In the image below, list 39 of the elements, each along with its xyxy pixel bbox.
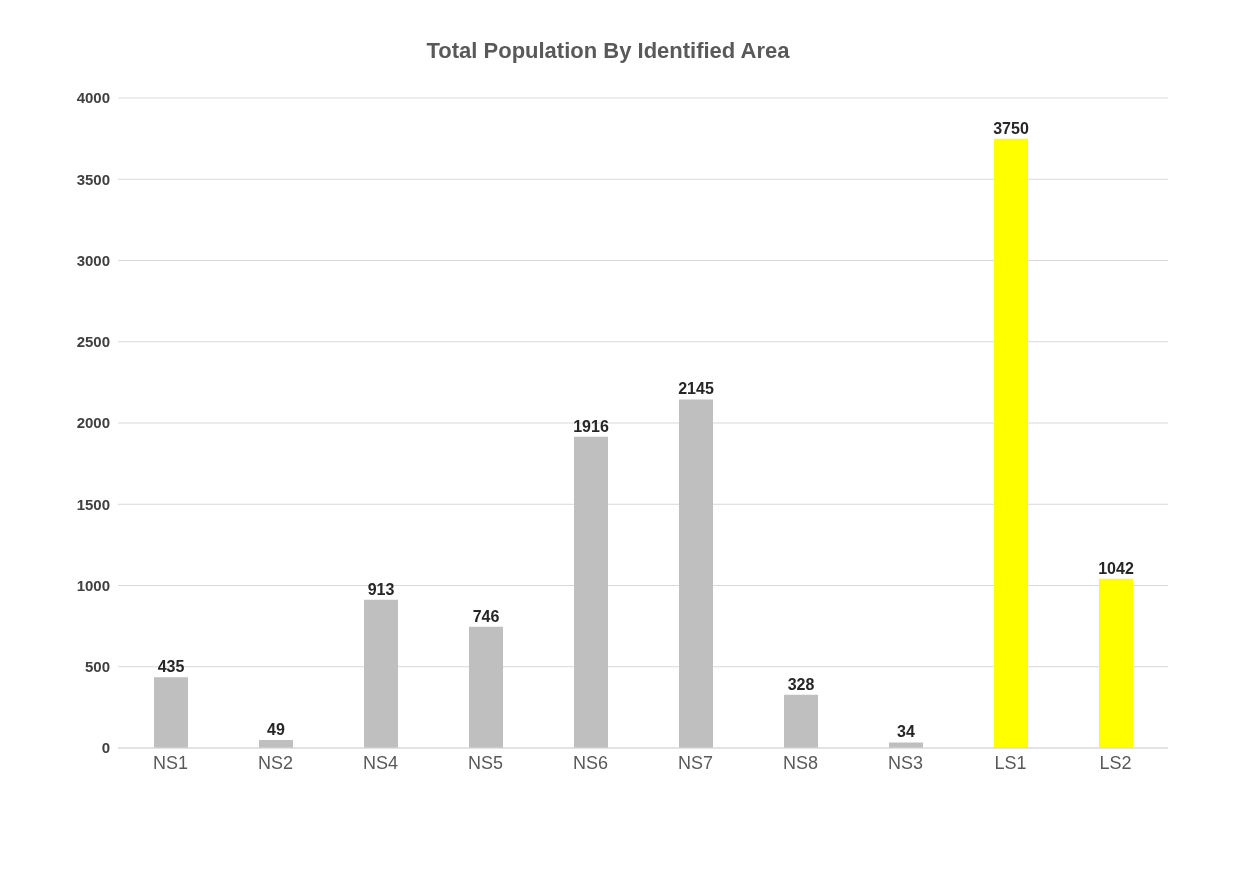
y-tick-label: 0 [101, 739, 110, 757]
y-tick-label: 3000 [76, 251, 110, 269]
x-tick-label: NS7 [677, 752, 714, 773]
bar [784, 694, 818, 748]
bar [469, 626, 503, 748]
x-tick-label: NS1 [152, 752, 189, 773]
y-tick-label: 2000 [76, 414, 110, 432]
x-tick-label: NS5 [467, 752, 504, 773]
bar [994, 138, 1028, 748]
data-label: 49 [267, 721, 285, 739]
data-label: 435 [157, 658, 185, 676]
bar [574, 436, 608, 748]
data-label: 1042 [1098, 559, 1134, 577]
x-tick-label: LS1 [994, 752, 1027, 773]
y-tick-label: 500 [84, 658, 110, 676]
bar [679, 399, 713, 748]
data-label: 746 [472, 607, 500, 625]
data-label: 328 [787, 675, 815, 693]
data-label: 3750 [993, 119, 1029, 137]
y-tick-label: 3500 [76, 170, 110, 188]
bar [1099, 578, 1133, 748]
bar [154, 677, 188, 748]
data-label: 913 [367, 580, 395, 598]
x-tick-label: LS2 [1099, 752, 1132, 773]
bar [889, 742, 923, 748]
x-tick-label: NS3 [887, 752, 924, 773]
bar [364, 599, 398, 748]
y-tick-label: 4000 [76, 89, 110, 107]
y-tick-label: 1000 [76, 576, 110, 594]
y-tick-label: 2500 [76, 333, 110, 351]
chart-title: Total Population By Identified Area [425, 38, 791, 64]
y-tick-label: 1500 [76, 495, 110, 513]
x-tick-label: NS6 [572, 752, 609, 773]
data-label: 34 [897, 723, 915, 741]
data-label: 1916 [573, 417, 609, 435]
x-tick-label: NS8 [782, 752, 819, 773]
data-label: 2145 [678, 380, 714, 398]
x-tick-label: NS4 [362, 752, 399, 773]
x-tick-label: NS2 [257, 752, 294, 773]
